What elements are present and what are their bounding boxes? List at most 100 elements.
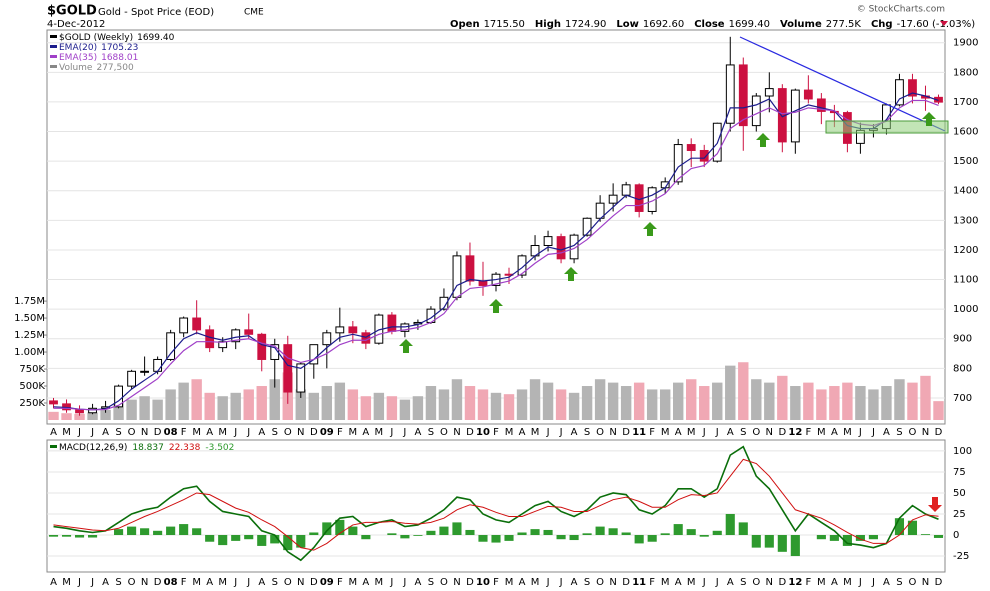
volume-bar (178, 382, 189, 420)
x-tick-label: A (519, 427, 526, 438)
histogram-bar (179, 524, 189, 536)
legend-value: 22.338 (169, 443, 201, 453)
x-tick-label: F (493, 427, 499, 438)
candle-body (257, 333, 267, 360)
x-tick-label: S (740, 427, 746, 438)
x-tick-label: 12 (788, 577, 802, 588)
candle-body (686, 144, 696, 151)
legend-value: 277,500 (96, 63, 133, 73)
x-tick-label: J (90, 577, 94, 588)
y-tick-label: 800 (953, 363, 972, 374)
annotations (399, 36, 949, 512)
y-tick-label: 1600 (953, 127, 978, 138)
candle-body (75, 409, 84, 414)
x-tick-label: N (609, 577, 616, 588)
credit: © StockCharts.com (857, 5, 945, 15)
x-tick-label: S (115, 577, 121, 588)
histogram-bar (738, 522, 748, 536)
x-tick-label: A (675, 577, 682, 588)
volume-bar (230, 392, 241, 420)
x-tick-label: N (922, 577, 929, 588)
x-tick-label: M (661, 427, 670, 438)
volume-bar (620, 386, 632, 420)
legend-entry: EMA(35) 1688.01 (59, 53, 138, 63)
histogram-bar (491, 535, 501, 543)
macd-line (53, 458, 939, 551)
x-tick-label: O (128, 577, 136, 588)
candle-body (816, 98, 826, 112)
x-tick-label: N (453, 577, 460, 588)
ema-line (53, 99, 939, 411)
volume-bar (204, 392, 215, 420)
volume-bar (712, 382, 723, 420)
symbol: $GOLD (47, 4, 97, 19)
macd-plot: -25 0 25 50 75 100 MACD(12,26,9) 18.837 22.338 -3… (47, 443, 972, 562)
histogram-bar (920, 534, 931, 536)
x-tick-label: J (715, 577, 719, 588)
stat-label: Open (450, 19, 480, 30)
volume-bar (308, 392, 320, 420)
candle-body (231, 329, 241, 343)
candle-body (517, 255, 527, 276)
candle-body (166, 332, 176, 360)
trend-line (739, 36, 946, 132)
x-tick-label: A (102, 427, 109, 438)
x-tick-label: S (428, 577, 434, 588)
x-tick-label: M (531, 577, 540, 588)
histogram-bar (48, 535, 59, 537)
y-tick-label: 1000 (953, 304, 978, 315)
histogram-bar (660, 533, 670, 536)
legend-value: 1688.01 (101, 53, 138, 63)
legend-entry: $GOLD (Weekly) 1699.40 (59, 33, 175, 43)
volume-bar (139, 396, 150, 420)
x-tick-label: M (817, 577, 826, 588)
x-tick-label: S (740, 577, 746, 588)
histogram-bar (114, 529, 124, 536)
volume-bar (165, 389, 176, 420)
volume-bar (269, 379, 280, 420)
volume-bar (74, 413, 85, 420)
volume-bar (256, 386, 267, 420)
legend-name: Volume (59, 63, 93, 73)
x-tick-label: J (246, 427, 250, 438)
candle-body (387, 314, 397, 332)
x-tick-label: D (466, 427, 474, 438)
stat-value: 1715.50 (484, 19, 525, 30)
histogram-bar (894, 518, 905, 536)
volume-bar (790, 386, 801, 420)
volume-bar (751, 379, 762, 420)
x-tick-label: J (402, 577, 406, 588)
x-tick-label: J (546, 427, 550, 438)
x-tick-label: O (909, 577, 917, 588)
x-tick-label: M (62, 427, 71, 438)
volume-bar (100, 409, 111, 420)
x-tick-label: A (362, 577, 369, 588)
y2-tick-label: 750K (19, 364, 45, 375)
histogram-bar (582, 533, 592, 536)
legend-swatch (50, 45, 57, 48)
volume-bar (295, 389, 306, 420)
y-tick-label: 0 (953, 530, 959, 541)
x-tick-label: N (141, 577, 148, 588)
x-tick-label: J (246, 577, 250, 588)
x-tick-label: N (766, 427, 773, 438)
histogram-bar (816, 535, 826, 540)
candle-body (244, 329, 254, 335)
x-tick-label: D (154, 427, 162, 438)
histogram-bar (153, 530, 163, 536)
histogram-bar (387, 533, 397, 536)
x-tick-label: A (362, 427, 369, 438)
histogram-bar (868, 535, 878, 540)
candle-body (296, 363, 306, 393)
candle-body (608, 194, 618, 204)
candle-body (465, 255, 475, 282)
legend-entry: MACD(12,26,9) 18.837 22.338 -3.502 (59, 443, 234, 453)
volume-bar (425, 386, 437, 420)
y-tick-label: 700 (953, 393, 972, 404)
candle-body (556, 236, 566, 260)
x-tick-label: A (519, 577, 526, 588)
x-tick-label: N (453, 427, 460, 438)
y2-tick-label: 1.75M (14, 296, 45, 307)
volume-bar (399, 399, 411, 420)
x-tick-label: N (297, 577, 304, 588)
